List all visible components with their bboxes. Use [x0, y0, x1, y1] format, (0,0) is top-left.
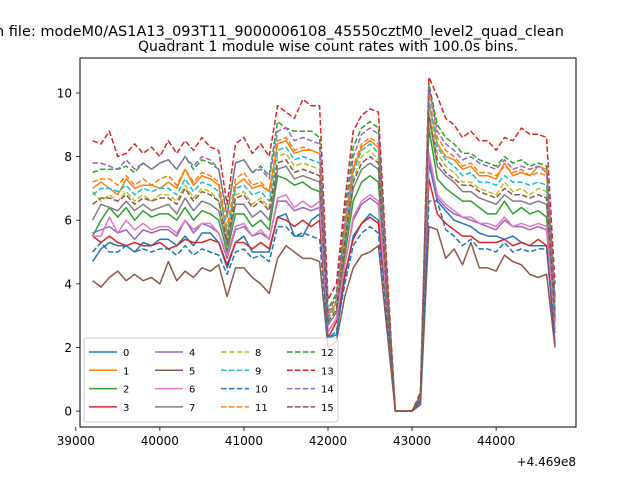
series-line-13: [92, 76, 556, 412]
y-tick-label: 2: [64, 341, 72, 355]
x-tick-label: 42000: [309, 434, 347, 448]
y-tick-label: 8: [64, 150, 72, 164]
y-tick-label: 4: [64, 277, 72, 291]
x-tick-label: 41000: [225, 434, 263, 448]
chart-title: Quadrant 1 module wise count rates with …: [138, 39, 518, 55]
x-tick-label: 43000: [393, 434, 431, 448]
plot-lines: [91, 76, 556, 412]
x-tick-label: 39000: [57, 434, 95, 448]
legend-label-13: 13: [321, 366, 334, 377]
x-tick-label: 44000: [477, 434, 515, 448]
legend-label-14: 14: [321, 385, 334, 396]
legend-label-10: 10: [255, 385, 268, 396]
legend-label-3: 3: [123, 403, 129, 414]
series-line-15: [92, 114, 556, 412]
series-line-12: [92, 82, 556, 412]
legend-label-6: 6: [189, 385, 195, 396]
legend-label-9: 9: [255, 366, 261, 377]
legend-label-8: 8: [255, 348, 261, 359]
x-tick-label: 40000: [141, 434, 179, 448]
y-tick-label: 0: [64, 405, 72, 419]
series-line-5: [92, 225, 556, 412]
legend-label-0: 0: [123, 348, 129, 359]
legend-label-11: 11: [255, 403, 268, 414]
legend-label-1: 1: [123, 366, 129, 377]
y-tick-label: 6: [64, 214, 72, 228]
legend-label-12: 12: [321, 348, 334, 359]
series-line-14: [92, 85, 556, 412]
legend-label-15: 15: [321, 403, 334, 414]
legend-label-7: 7: [189, 403, 195, 414]
legend-label-2: 2: [123, 385, 129, 396]
y-axis: 0 2 4 6 8 10: [57, 86, 80, 419]
series-line-9: [92, 98, 556, 412]
figure-suptitle: n file: modeM0/AS1A13_093T11_9000006108_…: [0, 24, 564, 40]
legend-label-5: 5: [189, 366, 195, 377]
y-tick-label: 10: [57, 86, 72, 100]
x-axis: 39000 40000 41000 42000 43000 44000: [57, 427, 515, 448]
legend-label-4: 4: [189, 348, 195, 359]
x-offset-label: +4.469e8: [517, 455, 576, 469]
series-line-11: [92, 89, 556, 412]
series-line-10: [92, 200, 556, 412]
legend-box: [83, 337, 339, 423]
